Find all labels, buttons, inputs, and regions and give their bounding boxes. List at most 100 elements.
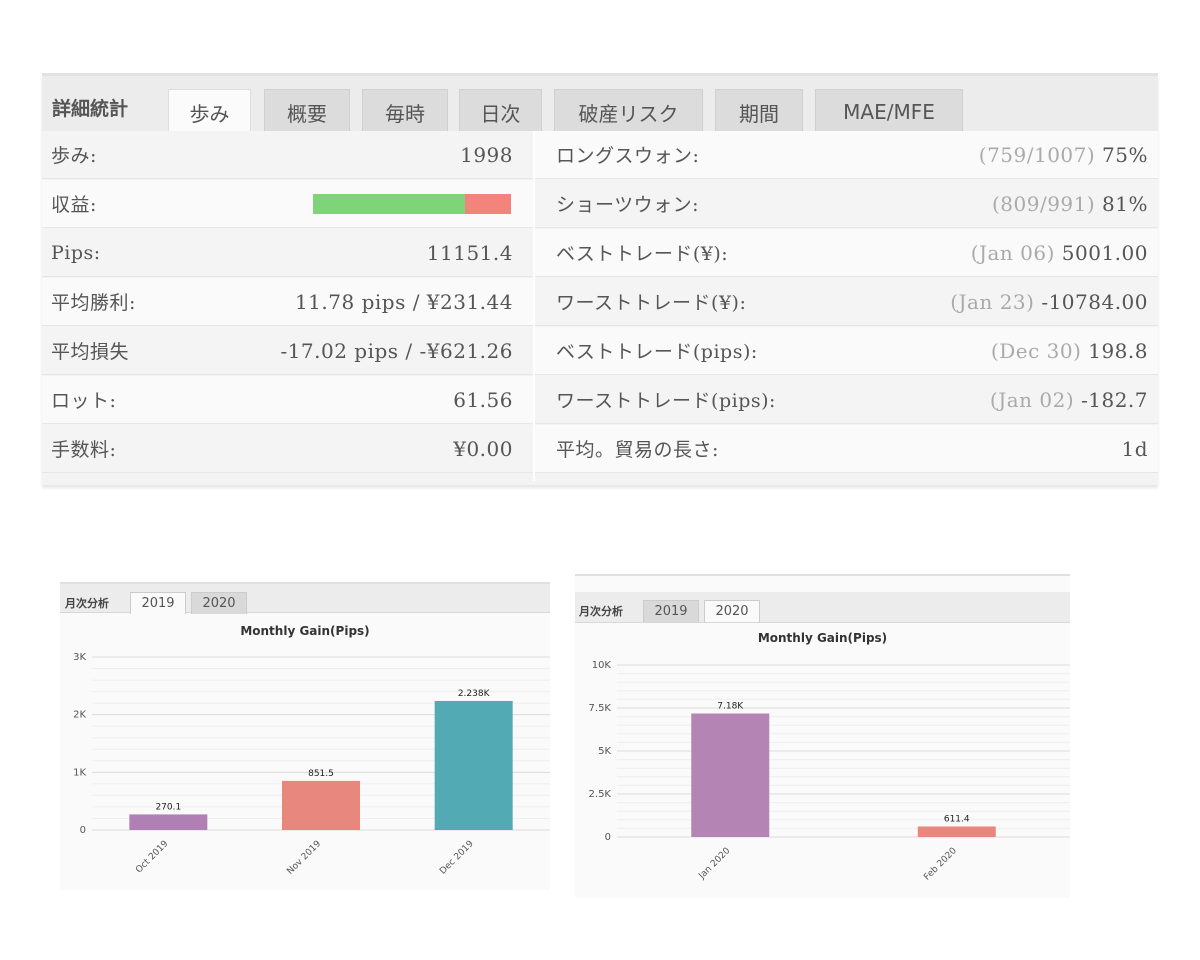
monthly-gain-chart-2020: 0 2.5K 5K 7.5K 10K 7.18K Jan 2020 611.4 Feb 2020 xyxy=(589,660,1070,883)
stat-row-worst-trade-pips: ワーストトレード(pips): (Jan 02) -182.7 xyxy=(535,376,1158,424)
y-tick-label: 3K xyxy=(73,652,86,663)
stat-value: 1998 xyxy=(460,142,513,167)
bar xyxy=(434,700,513,830)
stat-detail: (809/991) xyxy=(991,191,1096,216)
stat-value: 1d xyxy=(1121,436,1148,461)
monthly-analysis-widget-2019: 月次分析 2019 2020 Monthly Gain(Pips) 0 1K 2K 3… xyxy=(60,582,550,890)
stats-tab-bar: 詳細統計 歩み 概要 毎時 日次 破産リスク 期間 MAE/MFE xyxy=(42,73,1158,134)
y-tick-label: 0 xyxy=(605,832,611,843)
profit-win-segment xyxy=(313,193,466,214)
stat-row-worst-trade-yen: ワーストトレード(¥): (Jan 23) -10784.00 xyxy=(535,278,1158,326)
tab-daily[interactable]: 日次 xyxy=(459,89,542,134)
y-tick-label: 2K xyxy=(73,710,86,721)
stat-detail: (Jan 02) xyxy=(989,387,1075,412)
tab-overview[interactable]: 概要 xyxy=(264,89,350,134)
data-label: 2.238K xyxy=(458,689,491,699)
stat-row-longs-won: ロングスウォン: (759/1007) 75% xyxy=(535,131,1158,179)
stat-value: ¥0.00 xyxy=(453,436,513,461)
x-tick-label: Nov 2019 xyxy=(285,839,323,877)
data-label: 270.1 xyxy=(155,802,181,812)
tab-duration[interactable]: 期間 xyxy=(715,89,803,134)
bar xyxy=(129,814,208,830)
column-divider xyxy=(533,131,535,481)
stat-label: 歩み: xyxy=(51,145,97,167)
stat-detail: (Jan 06) xyxy=(970,240,1055,265)
stats-panel-title: 詳細統計 xyxy=(52,98,129,120)
stat-row-commission: 手数料: ¥0.00 xyxy=(42,425,533,473)
tab-year-2020[interactable]: 2020 xyxy=(191,592,247,614)
monthly-widget-title: 月次分析 xyxy=(65,597,109,610)
stat-label: Pips: xyxy=(51,241,101,264)
detailed-stats-panel: 詳細統計 歩み 概要 毎時 日次 破産リスク 期間 MAE/MFE 歩み: 19… xyxy=(42,73,1158,485)
widget-top-rule xyxy=(575,574,1070,576)
tab-progress[interactable]: 歩み xyxy=(168,89,251,134)
stat-value: 198.8 xyxy=(1088,338,1148,363)
data-label: 611.4 xyxy=(944,814,970,824)
y-tick-label: 0 xyxy=(80,825,86,836)
bar xyxy=(282,780,360,830)
stat-label: 手数料: xyxy=(51,439,117,461)
data-label: 7.18K xyxy=(717,702,744,712)
stat-label: ロット: xyxy=(51,390,117,412)
stat-row-lots: ロット: 61.56 xyxy=(42,376,533,424)
x-tick-label: Jan 2020 xyxy=(697,846,733,882)
stat-label: ベストトレード(¥): xyxy=(556,243,729,265)
x-tick-label: Oct 2019 xyxy=(134,839,170,875)
monthly-tab-bar: 月次分析 2019 2020 xyxy=(60,582,550,614)
stat-label: ワーストトレード(pips): xyxy=(556,390,776,412)
stat-row-average-win: 平均勝利: 11.78 pips / ¥231.44 xyxy=(42,278,533,326)
stat-value: 61.56 xyxy=(453,387,513,412)
stat-value: -10784.00 xyxy=(1041,289,1148,314)
stat-row-pips: Pips: 11151.4 xyxy=(42,229,533,277)
stat-label: 平均損失 xyxy=(51,341,130,363)
bar xyxy=(691,713,770,837)
stat-value: -17.02 pips / -¥621.26 xyxy=(280,338,513,363)
stat-value: -182.7 xyxy=(1080,387,1148,412)
y-tick-label: 5K xyxy=(598,746,611,757)
tab-mae-mfe[interactable]: MAE/MFE xyxy=(815,89,963,134)
stat-value: 11.78 pips / ¥231.44 xyxy=(294,289,513,314)
stat-detail: (Jan 23) xyxy=(950,289,1035,314)
stat-detail: (Dec 30) xyxy=(990,338,1082,363)
chart-title: Monthly Gain(Pips) xyxy=(240,624,370,638)
stat-row-average-trade-length: 平均。貿易の長さ: 1d xyxy=(535,425,1158,473)
stat-label: ロングスウォン: xyxy=(556,145,700,167)
monthly-analysis-widget-2020: 月次分析 2019 2020 Monthly Gain(Pips) 0 2.5K 5… xyxy=(575,574,1070,898)
monthly-tab-bar: 月次分析 2019 2020 xyxy=(575,592,1070,623)
data-label: 851.5 xyxy=(308,769,334,779)
tab-hourly[interactable]: 毎時 xyxy=(362,89,448,134)
profit-loss-segment xyxy=(465,193,511,214)
y-tick-label: 1K xyxy=(73,767,86,778)
stat-row-best-trade-pips: ベストトレード(pips): (Dec 30) 198.8 xyxy=(535,327,1158,375)
y-tick-label: 2.5K xyxy=(589,789,612,800)
stat-row-best-trade-yen: ベストトレード(¥): (Jan 06) 5001.00 xyxy=(535,229,1158,277)
tab-risk-of-ruin[interactable]: 破産リスク xyxy=(554,89,703,134)
stat-label: 収益: xyxy=(51,194,97,216)
y-tick-label: 10K xyxy=(592,660,612,671)
tab-year-2020[interactable]: 2020 xyxy=(704,600,760,622)
stat-label: 平均勝利: xyxy=(51,292,136,314)
tab-year-2019[interactable]: 2019 xyxy=(643,600,699,622)
x-tick-label: Feb 2020 xyxy=(922,846,959,883)
stat-row-trades: 歩み: 1998 xyxy=(42,131,533,179)
stat-row-average-loss: 平均損失 -17.02 pips / -¥621.26 xyxy=(42,327,533,375)
stat-row-profit: 収益: xyxy=(42,180,533,228)
stat-value: 11151.4 xyxy=(426,240,513,265)
monthly-gain-chart-2019: 0 1K 2K 3K 270.1 Oct 2019 851.5 Nov 2019 2.238K D… xyxy=(73,652,550,877)
stat-value: 75% xyxy=(1102,142,1148,167)
stat-row-shorts-won: ショーツウォン: (809/991) 81% xyxy=(535,180,1158,228)
stat-value: 81% xyxy=(1102,191,1148,216)
chart-title: Monthly Gain(Pips) xyxy=(757,631,888,645)
stat-label: ワーストトレード(¥): xyxy=(556,292,747,314)
bar xyxy=(917,826,996,837)
y-tick-label: 7.5K xyxy=(589,703,612,714)
stat-label: 平均。貿易の長さ: xyxy=(556,439,719,461)
stat-label: ベストトレード(pips): xyxy=(556,341,758,363)
x-tick-label: Dec 2019 xyxy=(438,839,476,877)
tab-year-2019[interactable]: 2019 xyxy=(130,592,186,614)
profit-ratio-bar xyxy=(313,193,511,214)
stat-value: 5001.00 xyxy=(1061,240,1148,265)
monthly-widget-title: 月次分析 xyxy=(579,605,623,618)
stat-label: ショーツウォン: xyxy=(556,194,700,216)
stat-detail: (759/1007) xyxy=(978,142,1096,167)
